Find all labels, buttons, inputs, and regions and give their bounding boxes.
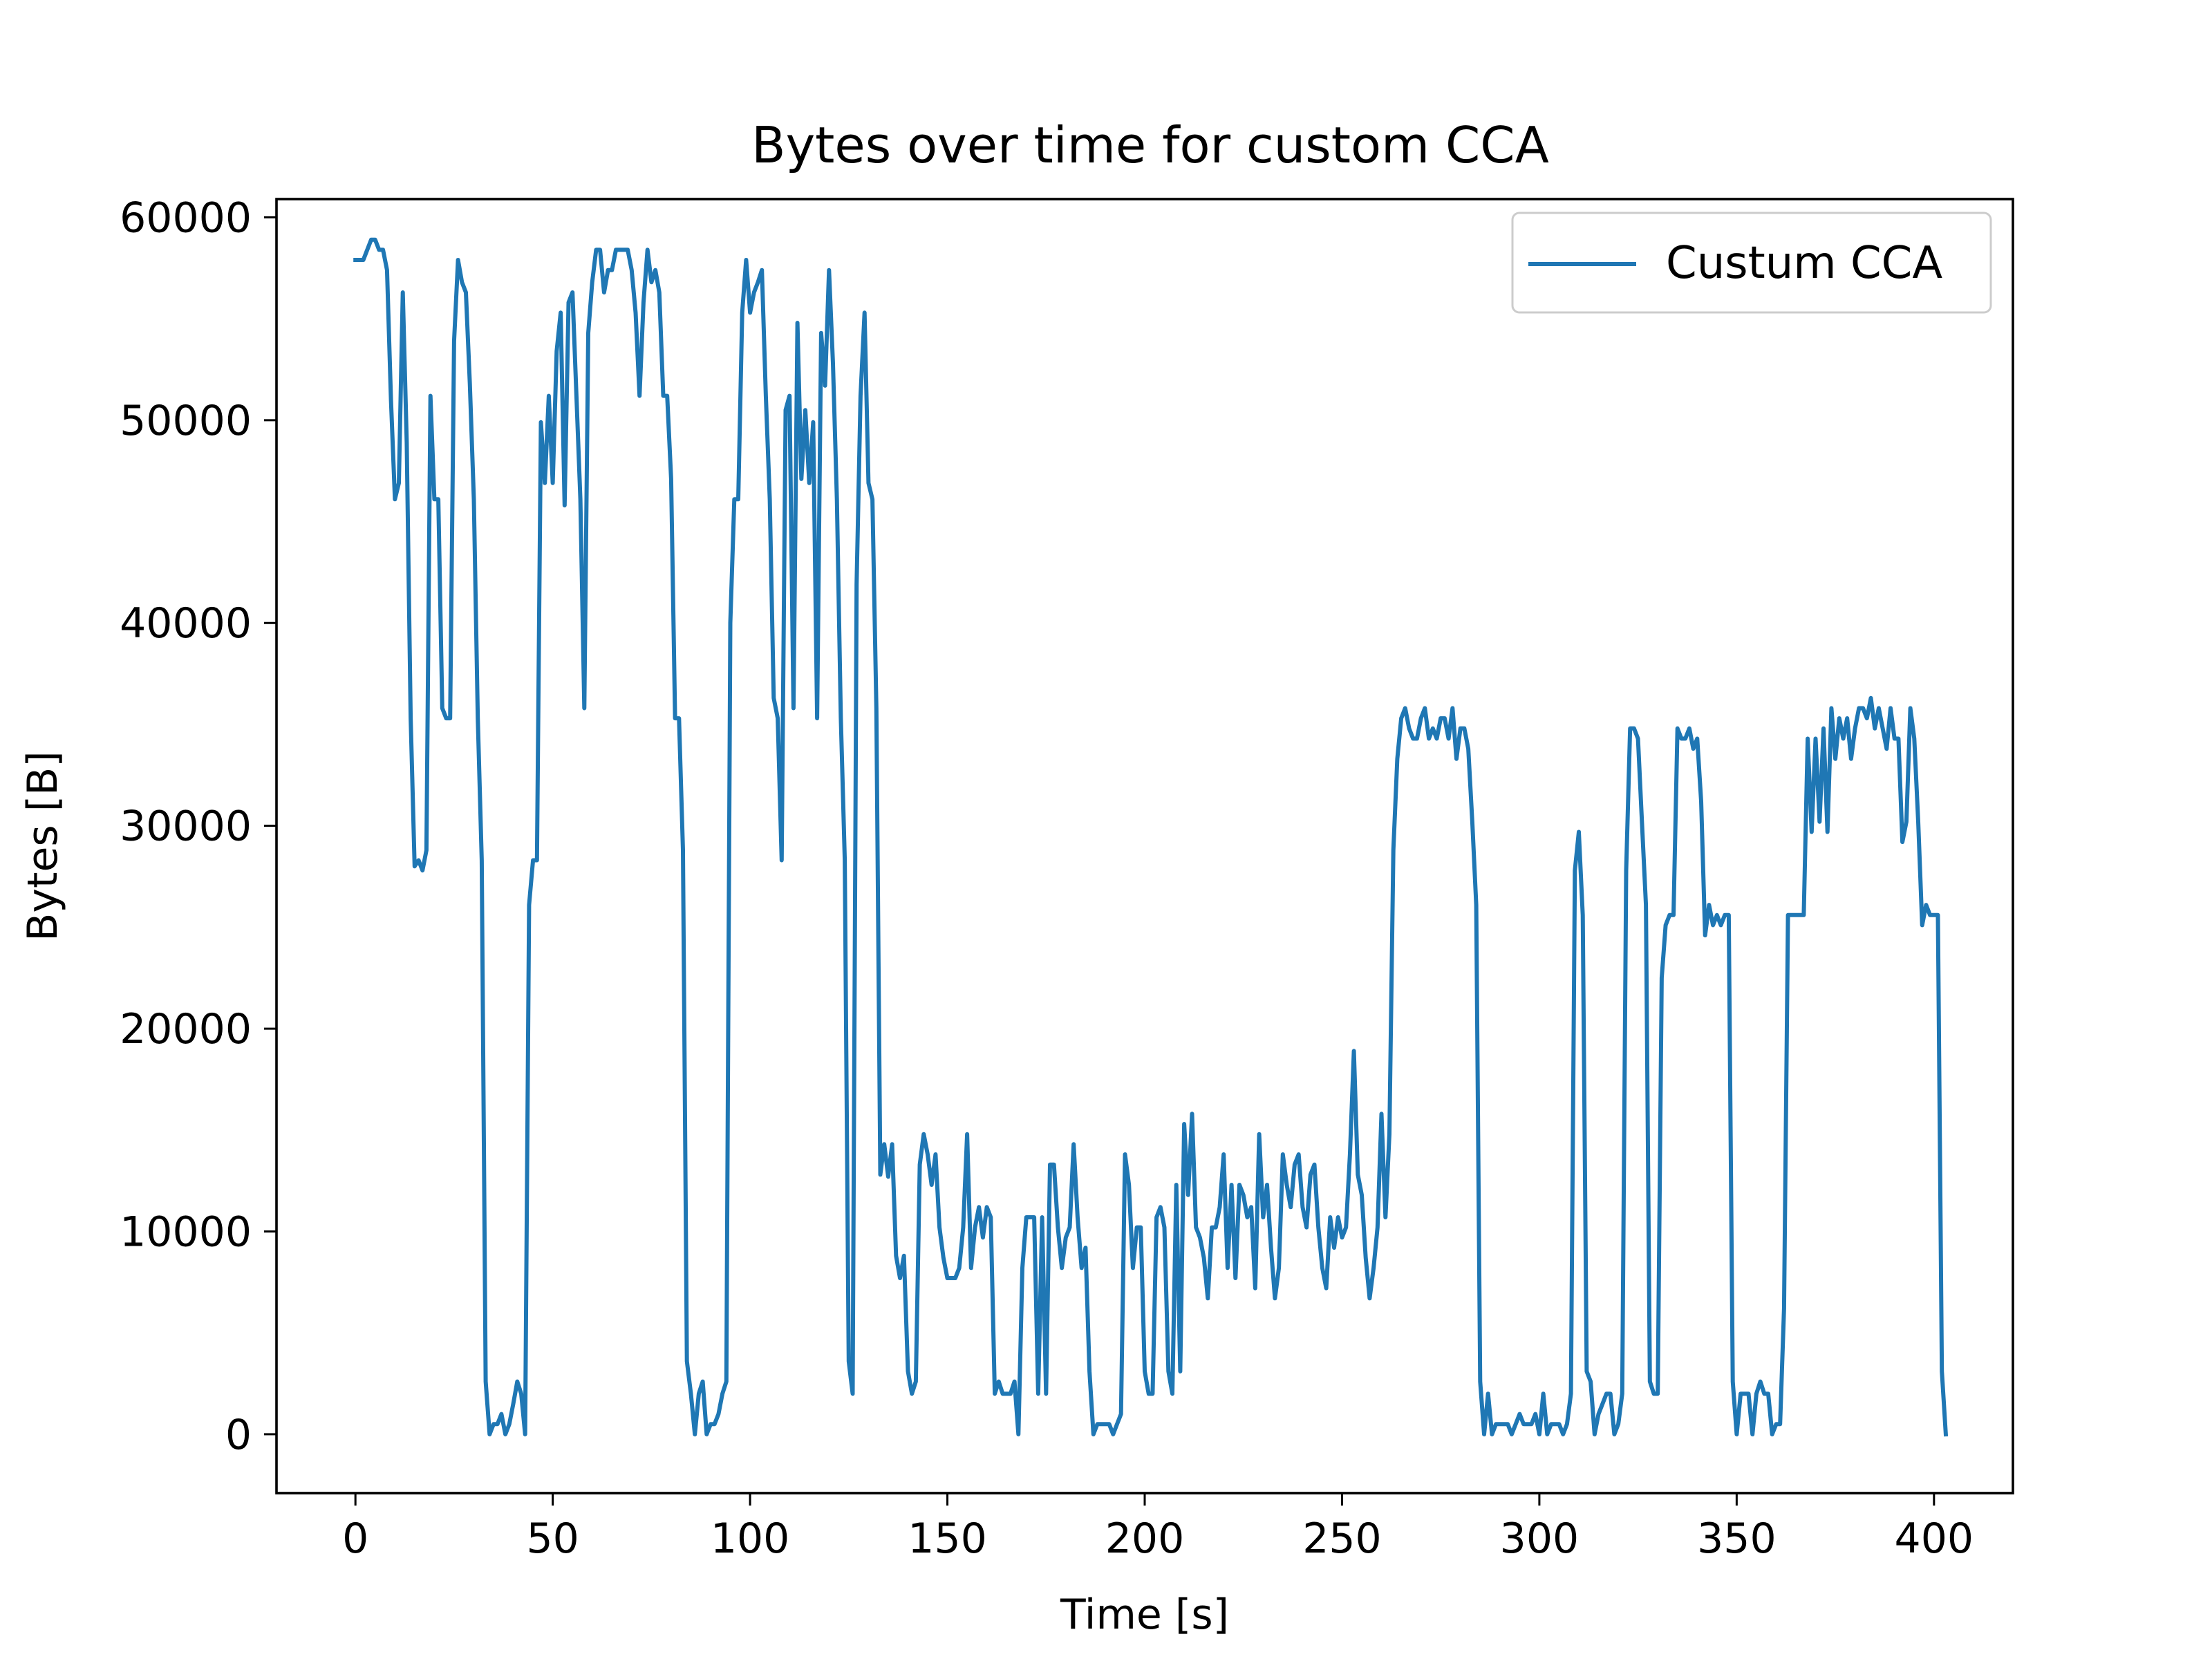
x-tick-label: 0 <box>342 1515 368 1563</box>
x-axis-label: Time [s] <box>1060 1591 1229 1639</box>
y-axis: 0 10000 20000 30000 40000 50000 60000 <box>120 194 276 1459</box>
legend-label: Custum CCA <box>1666 238 1942 289</box>
x-tick-label: 350 <box>1697 1515 1777 1563</box>
chart-title: Bytes over time for custom CCA <box>751 116 1549 174</box>
y-tick-label: 50000 <box>120 397 252 445</box>
y-tick-label: 40000 <box>120 599 252 648</box>
legend: Custum CCA <box>1511 212 1992 314</box>
y-tick-label: 30000 <box>120 803 252 851</box>
x-tick-label: 50 <box>526 1515 579 1563</box>
x-tick-label: 400 <box>1895 1515 1974 1563</box>
x-tick-label: 300 <box>1500 1515 1580 1563</box>
y-tick-label: 0 <box>225 1411 252 1459</box>
x-tick-label: 250 <box>1302 1515 1382 1563</box>
y-tick-label: 60000 <box>120 194 252 242</box>
x-axis: 0 50 100 150 200 250 300 350 400 <box>342 1493 1974 1563</box>
x-tick-label: 200 <box>1105 1515 1185 1563</box>
y-axis-label: Bytes [B] <box>19 751 67 941</box>
legend-box <box>1511 212 1992 314</box>
series-line <box>353 237 1949 1437</box>
y-tick-label: 20000 <box>120 1005 252 1053</box>
y-tick-label: 10000 <box>120 1208 252 1256</box>
plot-area <box>353 237 1949 1437</box>
x-tick-label: 100 <box>711 1515 790 1563</box>
x-tick-label: 150 <box>908 1515 987 1563</box>
